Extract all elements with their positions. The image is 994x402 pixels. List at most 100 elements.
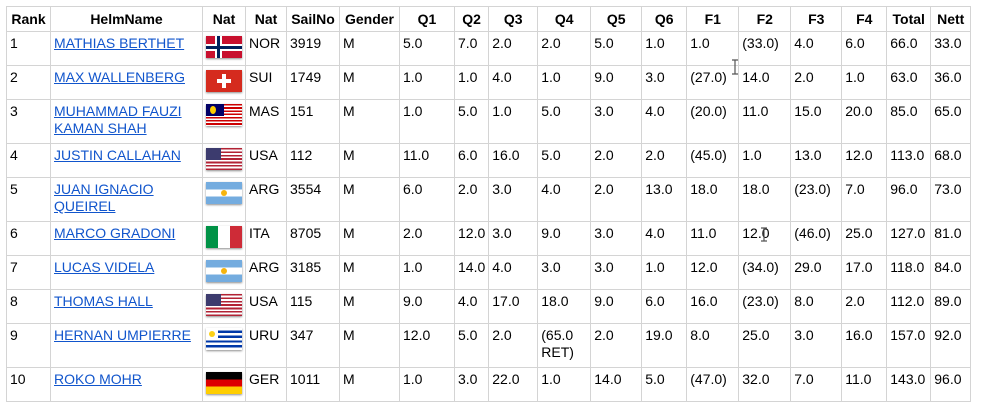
- gender-cell: M: [339, 367, 400, 402]
- sail-no-cell: 3554: [286, 177, 340, 222]
- q2-cell: 5.0: [453, 99, 490, 144]
- nett-cell: 89.0: [930, 289, 972, 324]
- nett-cell: 81.0: [930, 221, 972, 256]
- gender-cell: M: [339, 323, 400, 368]
- q3-cell: 4.0: [488, 65, 539, 100]
- q4-cell: 18.0: [537, 289, 592, 324]
- flag-cell: [202, 143, 246, 178]
- q6-cell: 5.0: [641, 367, 688, 402]
- f1-cell: (20.0): [686, 99, 740, 144]
- helm-link[interactable]: MAX WALLENBERG: [54, 69, 185, 85]
- q5-cell: 9.0: [590, 65, 643, 100]
- total-cell: 157.0: [886, 323, 932, 368]
- helm-cell: JUSTIN CALLAHAN: [50, 143, 203, 178]
- q1-cell: 2.0: [399, 221, 455, 256]
- results-table: Rank HelmName Nat Nat SailNo Gender Q1 Q2 Q3 Q4 Q5…: [6, 6, 972, 402]
- table-row: 3 MUHAMMAD FAUZI KAMAN SHAH MAS 151 M 1.0 5.0 1…: [6, 99, 972, 144]
- flag-usa-icon: [206, 294, 242, 316]
- helm-link[interactable]: MARCO GRADONI: [54, 225, 176, 241]
- q6-cell: 4.0: [641, 221, 688, 256]
- nat-cell: NOR: [245, 31, 287, 66]
- q1-cell: 11.0: [399, 143, 455, 178]
- helm-link[interactable]: JUSTIN CALLAHAN: [54, 147, 181, 163]
- col-header-f1: F1: [686, 6, 740, 32]
- q1-cell: 5.0: [399, 31, 455, 66]
- gender-cell: M: [339, 99, 400, 144]
- col-header-rank: Rank: [6, 6, 51, 32]
- col-header-sail-no: SailNo: [286, 6, 340, 32]
- total-cell: 85.0: [886, 99, 932, 144]
- helm-link[interactable]: HERNAN UMPIERRE: [54, 327, 191, 343]
- helm-link[interactable]: MUHAMMAD FAUZI KAMAN SHAH: [54, 103, 182, 136]
- helm-link[interactable]: LUCAS VIDELA: [54, 259, 155, 275]
- flag-mas-icon: [206, 104, 242, 126]
- f4-cell: 25.0: [841, 221, 888, 256]
- q2-cell: 3.0: [453, 367, 490, 402]
- col-header-q6: Q6: [641, 6, 688, 32]
- q4-cell: 3.0: [537, 255, 592, 290]
- q3-cell: 3.0: [488, 221, 539, 256]
- nat-cell: USA: [245, 143, 287, 178]
- col-header-nat-flag: Nat: [202, 6, 246, 32]
- f4-cell: 20.0: [841, 99, 888, 144]
- flag-usa-icon: [206, 148, 242, 170]
- total-cell: 63.0: [886, 65, 932, 100]
- gender-cell: M: [339, 221, 400, 256]
- total-cell: 113.0: [886, 143, 932, 178]
- q6-cell: 4.0: [641, 99, 688, 144]
- helm-cell: THOMAS HALL: [50, 289, 203, 324]
- col-header-total: Total: [886, 6, 932, 32]
- f3-cell: 2.0: [790, 65, 843, 100]
- q3-cell: 3.0: [488, 177, 539, 222]
- f1-cell: 8.0: [686, 323, 740, 368]
- f3-cell: 3.0: [790, 323, 843, 368]
- q1-cell: 1.0: [399, 99, 455, 144]
- rank-cell: 1: [6, 31, 51, 66]
- f3-cell: (46.0): [790, 221, 843, 256]
- q4-cell: 5.0: [537, 99, 592, 144]
- col-header-q5: Q5: [590, 6, 643, 32]
- helm-link[interactable]: THOMAS HALL: [54, 293, 153, 309]
- q6-cell: 1.0: [641, 31, 688, 66]
- table-row: 10 ROKO MOHR GER 1011 M 1.0 3.0 22.0 1.0 14.0 5.0(…: [6, 367, 972, 402]
- flag-ger-icon: [206, 372, 242, 394]
- q4-cell: (65.0 RET): [537, 323, 592, 368]
- flag-cell: [202, 367, 246, 402]
- helm-cell: MATHIAS BERTHET: [50, 31, 203, 66]
- gender-cell: M: [339, 143, 400, 178]
- col-header-q3: Q3: [488, 6, 539, 32]
- q3-cell: 2.0: [488, 323, 539, 368]
- flag-sui-icon: [206, 70, 242, 92]
- helm-link[interactable]: JUAN IGNACIO QUEIREL: [54, 181, 154, 214]
- rank-cell: 6: [6, 221, 51, 256]
- f4-cell: 17.0: [841, 255, 888, 290]
- col-header-q1: Q1: [399, 6, 455, 32]
- q1-cell: 1.0: [399, 367, 455, 402]
- flag-arg-icon: [206, 182, 242, 204]
- helm-link[interactable]: ROKO MOHR: [54, 371, 142, 387]
- q6-cell: 1.0: [641, 255, 688, 290]
- helm-cell: ROKO MOHR: [50, 367, 203, 402]
- f4-cell: 7.0: [841, 177, 888, 222]
- rank-cell: 5: [6, 177, 51, 222]
- col-header-f2: F2: [738, 6, 792, 32]
- col-header-gender: Gender: [339, 6, 400, 32]
- flag-cell: [202, 31, 246, 66]
- nat-cell: ARG: [245, 177, 287, 222]
- q5-cell: 3.0: [590, 221, 643, 256]
- q6-cell: 19.0: [641, 323, 688, 368]
- gender-cell: M: [339, 177, 400, 222]
- gender-cell: M: [339, 31, 400, 66]
- flag-cell: [202, 221, 246, 256]
- f1-cell: (45.0): [686, 143, 740, 178]
- table-row: 9 HERNAN UMPIERRE URU 347 M 12.0 5.0 2.0 (65.0 R…: [6, 323, 972, 368]
- total-cell: 127.0: [886, 221, 932, 256]
- helm-link[interactable]: MATHIAS BERTHET: [54, 35, 185, 51]
- q4-cell: 1.0: [537, 367, 592, 402]
- f2-cell: 25.0: [738, 323, 792, 368]
- q2-cell: 14.0: [453, 255, 490, 290]
- q4-cell: 4.0: [537, 177, 592, 222]
- q2-cell: 5.0: [453, 323, 490, 368]
- header-row: Rank HelmName Nat Nat SailNo Gender Q1 Q2 Q3 Q4 Q5…: [6, 6, 972, 32]
- rank-cell: 7: [6, 255, 51, 290]
